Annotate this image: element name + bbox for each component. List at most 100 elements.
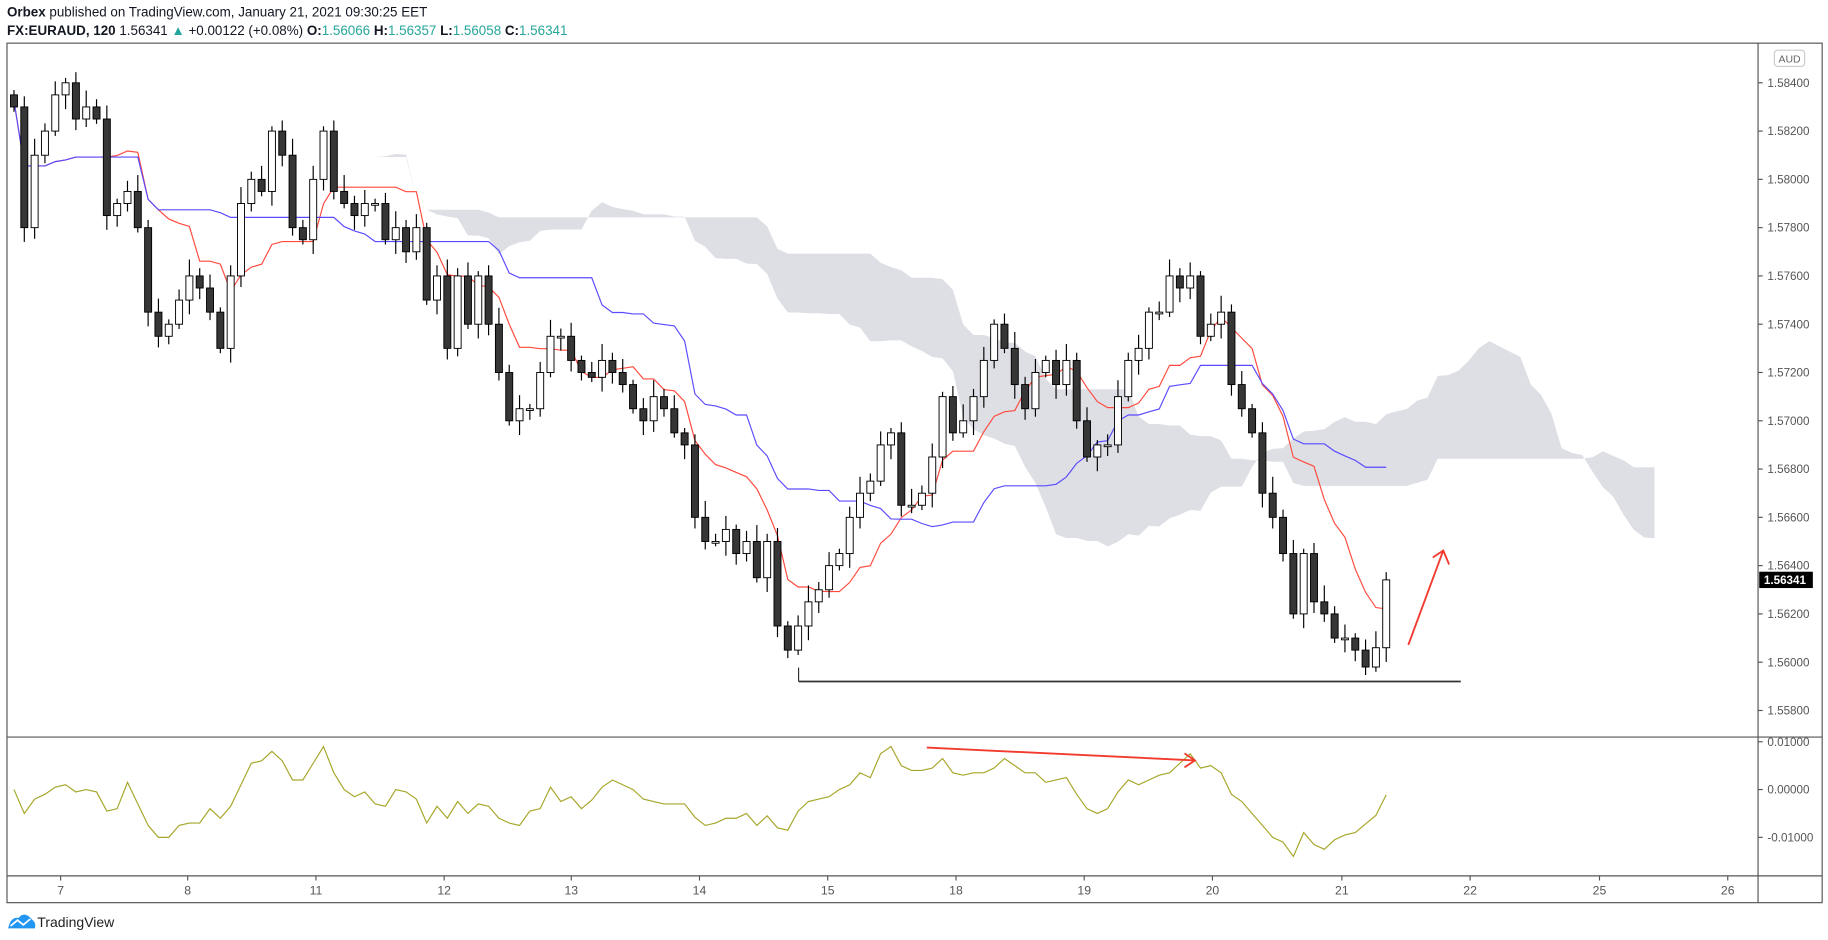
candle xyxy=(1351,633,1360,662)
candle xyxy=(907,488,916,514)
candle xyxy=(1113,380,1122,453)
candle-body xyxy=(711,541,720,544)
candle-body xyxy=(618,372,627,386)
candle-body xyxy=(1010,347,1019,386)
candle-body xyxy=(1175,275,1184,289)
candle xyxy=(866,473,875,502)
candle xyxy=(226,265,235,363)
candle-body xyxy=(92,106,101,120)
date-tick-label: 15 xyxy=(821,884,835,898)
candle-body xyxy=(917,492,926,506)
author[interactable]: Orbex xyxy=(7,4,46,19)
candle xyxy=(1268,476,1277,529)
price-axis[interactable]: 1.58400 1.58200 1.58000 1.57800 1.57600 1.574… xyxy=(1758,77,1810,718)
candle-body xyxy=(1371,647,1380,668)
candle-body xyxy=(1289,553,1298,615)
tradingview-logo[interactable]: TradingView xyxy=(8,914,115,930)
up-arrow-annotation[interactable] xyxy=(1407,549,1450,646)
candle xyxy=(618,358,627,393)
candle xyxy=(381,192,390,245)
candle xyxy=(257,165,266,197)
candle-body xyxy=(505,372,514,422)
candle xyxy=(195,268,204,300)
candle xyxy=(123,180,132,212)
candle xyxy=(278,120,287,167)
candle-body xyxy=(680,432,689,446)
candle xyxy=(546,319,555,378)
price-tick-label: 1.56000 xyxy=(1767,656,1810,669)
candle xyxy=(763,533,772,592)
candle xyxy=(567,322,576,372)
candle-body xyxy=(1155,311,1164,315)
time-axis[interactable]: 7 8 11 12 13 14 15 18 19 20 21 22 25 26 xyxy=(57,875,1735,898)
candle xyxy=(1206,313,1215,342)
date-tick-label: 13 xyxy=(564,884,578,898)
candle xyxy=(670,395,679,438)
candle-body xyxy=(948,396,957,434)
candle xyxy=(928,443,937,508)
candle xyxy=(1320,585,1329,622)
candle xyxy=(1382,572,1391,662)
candle-body xyxy=(164,323,173,337)
last-price: 1.56341 xyxy=(119,23,167,38)
candle xyxy=(113,198,122,227)
price-tick-label: 1.57600 xyxy=(1767,270,1810,283)
candle-body xyxy=(422,227,431,301)
candle-body xyxy=(463,275,472,325)
currency-badge[interactable] xyxy=(1773,49,1806,68)
candle-body xyxy=(298,227,307,241)
candle xyxy=(30,138,39,239)
candle-body xyxy=(814,589,823,603)
candle xyxy=(422,222,431,305)
candle-body xyxy=(856,492,864,518)
date-tick-label: 21 xyxy=(1335,884,1349,898)
candle-body xyxy=(237,203,245,277)
candle xyxy=(1371,631,1380,672)
candle xyxy=(1010,331,1019,399)
candle-body xyxy=(897,432,906,506)
candles xyxy=(10,72,1391,675)
candle-body xyxy=(1041,359,1050,373)
candle xyxy=(1093,440,1102,472)
date-tick-label: 18 xyxy=(949,884,963,898)
candle-body xyxy=(412,227,421,253)
candle xyxy=(1072,352,1081,429)
candle-body xyxy=(257,178,266,192)
oscillator-line xyxy=(13,745,1387,858)
candle xyxy=(1021,376,1030,420)
candle xyxy=(1196,271,1205,345)
ichimoku-lines xyxy=(13,100,1387,610)
candle-body xyxy=(1134,347,1143,361)
oscillator-axis[interactable]: 0.01000 0.00000 -0.01000 xyxy=(1758,736,1814,845)
candle-body xyxy=(1093,444,1102,458)
candle-body xyxy=(1186,275,1195,289)
candle-body xyxy=(1072,359,1081,422)
candle-body xyxy=(1248,408,1257,434)
candle xyxy=(484,265,493,336)
divergence-arrow-annotation[interactable] xyxy=(926,746,1197,769)
date-tick-label: 14 xyxy=(693,884,707,898)
candle-body xyxy=(443,275,452,349)
candle xyxy=(298,219,307,245)
candle-body xyxy=(773,541,782,627)
candle-body xyxy=(1052,359,1061,386)
candle-body xyxy=(1083,420,1091,458)
candle xyxy=(391,211,400,254)
candle-body xyxy=(866,480,875,494)
candle xyxy=(20,96,29,242)
candle xyxy=(835,548,844,571)
candle xyxy=(1103,434,1112,457)
triangle-up-icon: ▲ xyxy=(171,23,184,38)
price-tick-label: 1.56600 xyxy=(1767,511,1810,524)
candle-body xyxy=(278,130,287,156)
annotations[interactable] xyxy=(798,549,1461,769)
candle xyxy=(433,265,441,315)
candle-body xyxy=(1144,311,1153,349)
candle xyxy=(969,388,978,436)
candle xyxy=(371,198,380,212)
publish-line: Orbex published on TradingView.com, Janu… xyxy=(7,4,427,19)
candle-body xyxy=(804,601,813,627)
candle xyxy=(1330,606,1339,643)
candle-body xyxy=(206,287,214,313)
